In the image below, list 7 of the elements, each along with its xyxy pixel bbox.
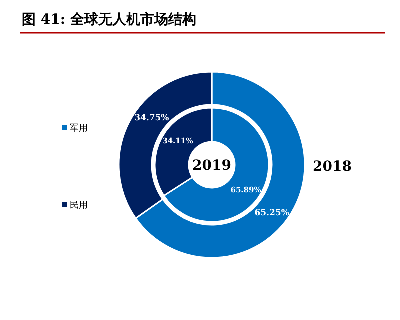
slice-label: 2018: [313, 159, 352, 175]
slice-label: 2019: [192, 158, 232, 174]
data-label: 34.75%: [134, 114, 170, 124]
legend-label: 军用: [70, 123, 88, 134]
legend-label: 民用: [70, 200, 88, 211]
data-label: 65.25%: [254, 208, 290, 218]
chart-title: 图 41: 全球无人机市场结构: [22, 11, 196, 28]
